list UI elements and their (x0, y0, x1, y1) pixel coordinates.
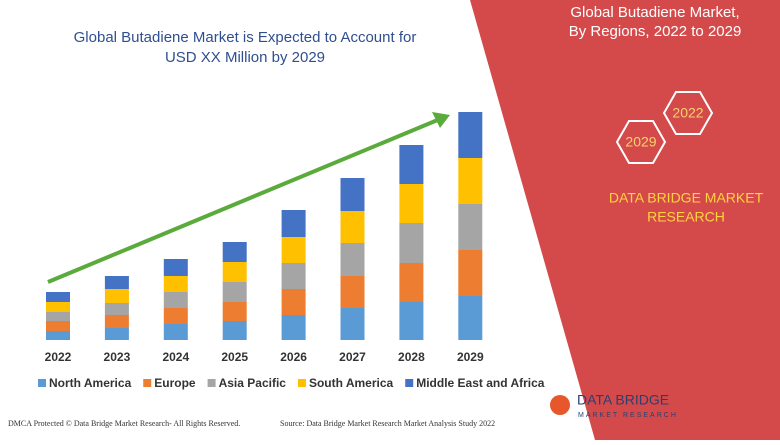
bar-segment (399, 263, 424, 302)
legend-label: Europe (154, 376, 196, 390)
legend-label: Asia Pacific (219, 376, 287, 390)
panel-title: Global Butadiene Market, (570, 4, 739, 21)
arrow-head (432, 112, 450, 128)
legend-swatch (207, 379, 216, 387)
bar-segment (281, 210, 306, 237)
panel-brand: RESEARCH (647, 209, 725, 225)
legend-swatch (297, 379, 306, 387)
bar-segment (163, 276, 188, 292)
bar-segment (222, 262, 247, 282)
legend-swatch (405, 379, 414, 387)
bar-segment (46, 302, 70, 312)
chart-title: USD XX Million by 2029 (165, 49, 325, 66)
bar-segment (281, 289, 306, 315)
bar-segment (163, 308, 188, 324)
bar-segment (399, 184, 424, 223)
trend-arrow (47, 117, 441, 284)
hexagon (662, 91, 714, 135)
bar-segment (458, 250, 483, 296)
bar-segment (340, 308, 365, 340)
legend-label: South America (309, 376, 394, 390)
bar-segment (104, 315, 129, 328)
logo-tagline: MARKET RESEARCH (578, 412, 678, 419)
bar-segment (163, 292, 188, 308)
bar-segment (340, 211, 365, 243)
bar-segment (458, 204, 483, 250)
x-tick-label: 2024 (162, 350, 189, 364)
x-tick-label: 2023 (104, 350, 131, 364)
x-tick-label: 2028 (398, 350, 425, 364)
bar-segment (458, 112, 483, 158)
logo-name: DATA BRIDGE (577, 392, 669, 408)
hexagon (615, 120, 667, 164)
x-tick-label: 2029 (457, 350, 484, 364)
panel-brand: DATA BRIDGE MARKET (609, 190, 764, 206)
bar-segment (104, 303, 129, 315)
footer-left: DMCA Protected © Data Bridge Market Rese… (8, 419, 240, 428)
bar-segment (104, 276, 129, 289)
x-tick-label: 2027 (339, 350, 366, 364)
bar-segment (46, 331, 70, 340)
bar-segment (222, 282, 247, 302)
bar-segment (458, 158, 483, 204)
bar-segment (399, 145, 424, 184)
bar-segment (46, 292, 70, 302)
bar-segment (399, 223, 424, 263)
hexagon-label: 2022 (672, 105, 703, 121)
bar-segment (104, 289, 129, 303)
bar-segment (104, 328, 129, 340)
bar-segment (163, 259, 188, 276)
bar-segment (222, 321, 247, 340)
legend-swatch (143, 379, 152, 387)
bar-segment (46, 312, 70, 321)
legend-label: Middle East and Africa (416, 376, 545, 390)
panel-title: By Regions, 2022 to 2029 (569, 23, 742, 40)
bar-segment (163, 324, 188, 340)
bar-segment (281, 263, 306, 289)
chart-title: Global Butadiene Market is Expected to A… (74, 29, 417, 46)
bar-segment (340, 243, 365, 276)
legend-label: North America (49, 376, 132, 390)
x-tick-label: 2025 (221, 350, 248, 364)
bar-segment (222, 302, 247, 321)
x-tick-label: 2026 (280, 350, 307, 364)
red-panel (470, 0, 780, 440)
bar-segment (340, 276, 365, 308)
logo-icon (550, 395, 570, 415)
bar-segment (458, 296, 483, 340)
bar-segment (222, 242, 247, 262)
legend-swatch (38, 379, 46, 387)
x-tick-label: 2022 (45, 350, 72, 364)
footer-right: Source: Data Bridge Market Research Mark… (280, 419, 495, 428)
bar-segment (281, 237, 306, 263)
bar-segment (340, 178, 365, 211)
bar-segment (46, 321, 70, 331)
bar-segment (399, 302, 424, 340)
logo: DATA BRIDGE MARKET RESEARCH (550, 392, 678, 419)
hexagon-label: 2029 (625, 134, 656, 150)
bar-segment (281, 315, 306, 340)
